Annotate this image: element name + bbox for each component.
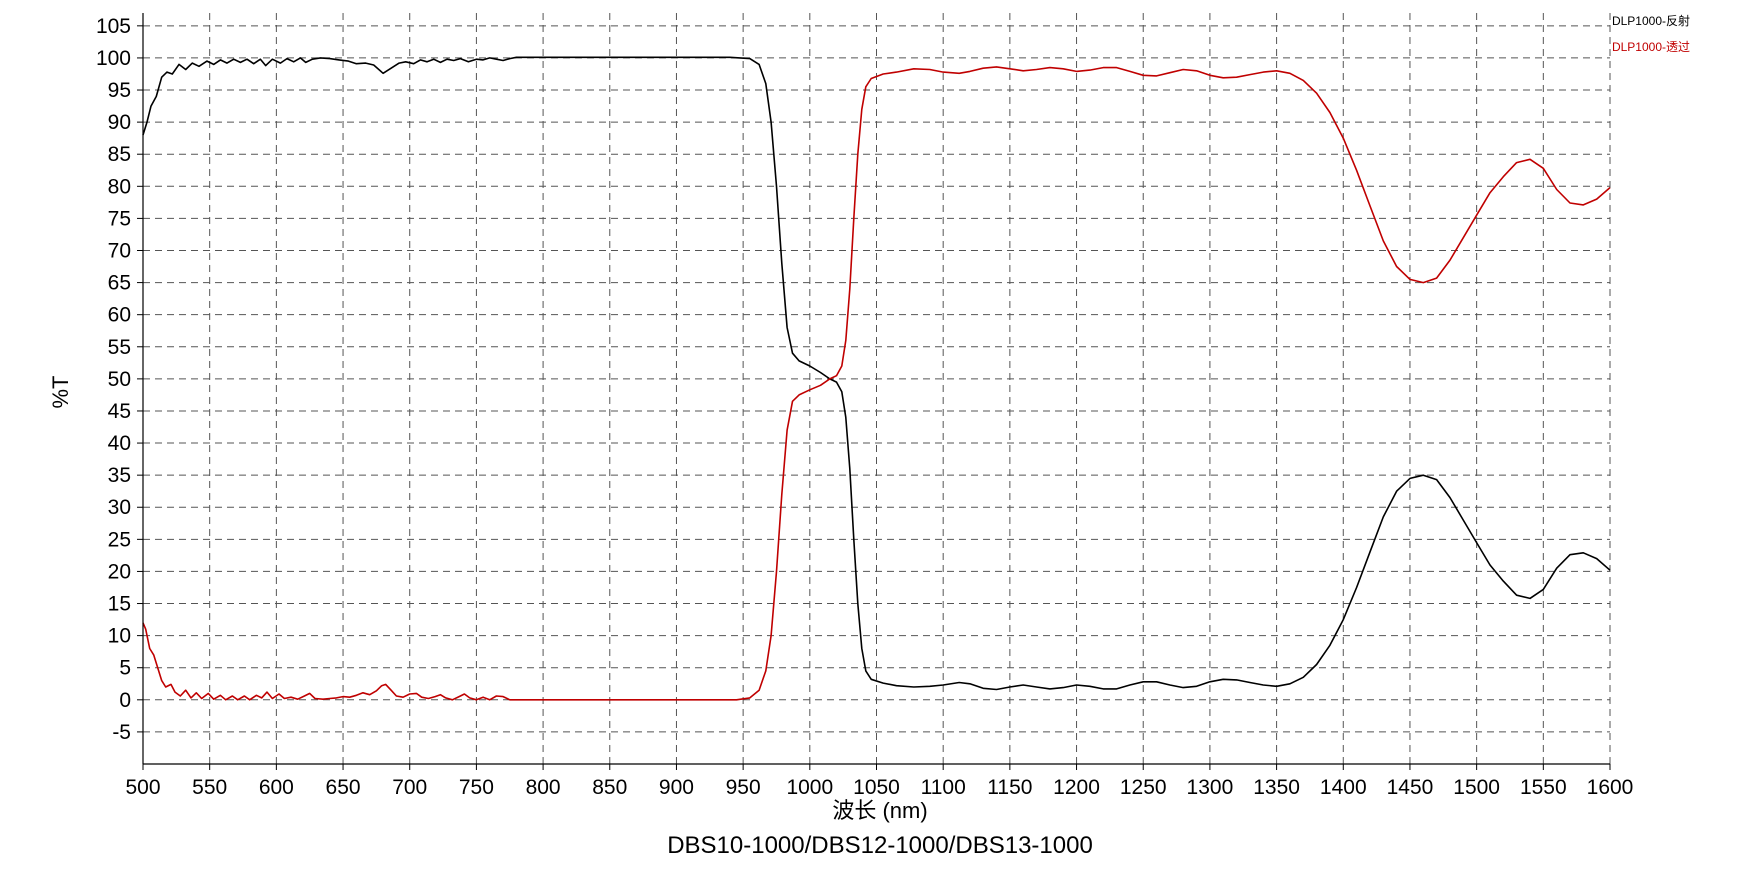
y-tick-label: 30 (108, 496, 131, 519)
x-tick-label: 850 (592, 776, 627, 799)
y-tick-label: 0 (119, 689, 131, 712)
x-axis-title: 波长 (nm) (832, 798, 927, 823)
series-lines (142, 56, 1611, 701)
y-tick-label: 100 (96, 47, 131, 70)
series-line-1 (142, 66, 1611, 701)
x-tick-label: 700 (392, 776, 427, 799)
y-tick-label: 90 (108, 111, 131, 134)
x-tick-label: 1000 (786, 776, 833, 799)
x-tick-label: 550 (192, 776, 227, 799)
x-tick-label: 1150 (987, 776, 1032, 799)
x-tick-label: 750 (459, 776, 494, 799)
y-tick-label: 20 (108, 560, 131, 583)
tick-labels: 500 550 600 650 700 750 800 850 900 950 1000 1050 11… (96, 15, 1633, 799)
x-tick-label: 1200 (1053, 776, 1100, 799)
x-tick-label: 600 (259, 776, 294, 799)
x-tick-label: 650 (326, 776, 361, 799)
y-tick-label: 75 (108, 207, 131, 230)
legend-label: DLP1000-透过 (1612, 40, 1690, 54)
y-tick-label: 15 (108, 593, 131, 616)
y-tick-label: 10 (108, 625, 131, 648)
x-tick-label: 1250 (1120, 776, 1167, 799)
y-tick-label: 35 (108, 464, 131, 487)
x-tick-label: 1550 (1520, 776, 1567, 799)
x-tick-label: 500 (125, 776, 160, 799)
legend-label: DLP1000-反射 (1612, 13, 1690, 28)
y-tick-label: 85 (108, 143, 131, 166)
chart-caption: DBS10-1000/DBS12-1000/DBS13-1000 (667, 832, 1093, 859)
x-tick-label: 1450 (1387, 776, 1434, 799)
y-tick-label: 40 (108, 432, 131, 455)
x-tick-label: 900 (659, 776, 694, 799)
y-tick-label: 5 (119, 657, 131, 680)
grid (142, 13, 1611, 764)
x-tick-label: 1300 (1187, 776, 1234, 799)
x-tick-label: 800 (526, 776, 561, 799)
x-tick-label: 1600 (1587, 776, 1634, 799)
x-tick-label: 1500 (1453, 776, 1500, 799)
y-tick-label: 95 (108, 79, 131, 102)
y-axis-title: %T (48, 376, 73, 409)
series-line-0 (142, 56, 1611, 691)
y-tick-label: 55 (108, 336, 131, 359)
y-tick-label: 105 (96, 15, 131, 38)
legend: DLP1000-反射 DLP1000-透过 (1612, 13, 1690, 54)
y-tick-label: 45 (108, 400, 131, 423)
y-tick-label: 65 (108, 272, 131, 295)
y-tick-label: -5 (112, 721, 131, 744)
x-tick-label: 1100 (921, 776, 966, 799)
x-tick-label: 1400 (1320, 776, 1367, 799)
y-tick-label: 80 (108, 175, 131, 198)
x-tick-label: 950 (726, 776, 761, 799)
x-tick-label: 1350 (1253, 776, 1300, 799)
x-tick-label: 1050 (853, 776, 900, 799)
axes (137, 13, 1611, 770)
y-tick-label: 70 (108, 239, 131, 262)
y-tick-label: 50 (108, 368, 131, 391)
y-tick-label: 25 (108, 528, 131, 551)
y-tick-label: 60 (108, 304, 131, 327)
